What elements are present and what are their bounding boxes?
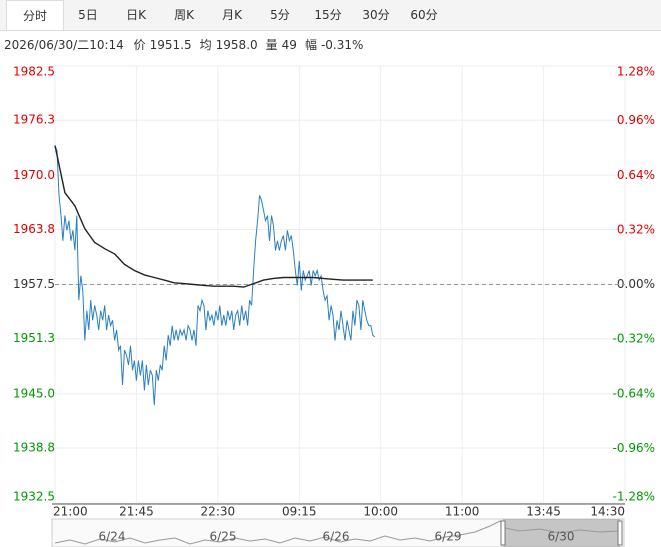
tab[interactable]: 日K	[126, 8, 146, 22]
x-tick-label: 21:45	[119, 505, 154, 519]
nav-selection[interactable]	[503, 519, 620, 547]
average-line	[54, 145, 373, 288]
y-tick-label: 1932.5	[13, 490, 55, 504]
nav-label: 6/29	[435, 530, 462, 544]
y2-tick-label: 0.32%	[617, 222, 655, 236]
y2-tick-label: -1.28%	[613, 490, 655, 504]
x-tick-label: 10:00	[363, 505, 398, 519]
x-tick-label: 13:45	[526, 505, 561, 519]
nav-handle-right[interactable]	[617, 520, 623, 546]
x-tick-label: 14:30	[590, 505, 625, 519]
y-tick-label: 1938.8	[13, 440, 55, 454]
y2-tick-label: 0.00%	[617, 277, 655, 291]
y-tick-label: 1976.3	[13, 113, 55, 127]
y2-tick-label: 1.28%	[617, 65, 655, 79]
tab[interactable]: 分时	[6, 0, 64, 30]
tab[interactable]: 周K	[174, 8, 194, 22]
nav-label: 6/30	[548, 530, 575, 544]
info-label: 均	[199, 38, 212, 52]
y2-tick-label: 0.64%	[617, 168, 655, 182]
tab[interactable]: 60分	[410, 8, 438, 22]
x-tick-label: 21:00	[53, 505, 88, 519]
y2-tick-label: -0.64%	[613, 386, 655, 400]
y-tick-label: 1951.3	[13, 331, 55, 345]
nav-label: 6/24	[99, 530, 126, 544]
nav-label: 6/25	[210, 530, 237, 544]
info-time: 2026/06/30/二10:14	[4, 38, 124, 52]
y-tick-label: 1970.0	[13, 168, 55, 182]
y-tick-label: 1957.5	[13, 277, 55, 291]
tab[interactable]: 5日	[78, 8, 98, 22]
price-line	[54, 145, 376, 406]
x-tick-label: 09:15	[282, 505, 317, 519]
y2-tick-label: 0.96%	[617, 113, 655, 127]
tab[interactable]: 月K	[222, 8, 242, 22]
tab[interactable]: 30分	[362, 8, 390, 22]
y2-tick-label: -0.96%	[613, 441, 655, 455]
x-tick-label: 11:00	[445, 505, 480, 519]
nav-handle-left[interactable]	[500, 520, 506, 546]
tab[interactable]: 5分	[270, 8, 290, 22]
y-tick-label: 1963.8	[13, 222, 55, 236]
tab[interactable]: 15分	[314, 8, 342, 22]
info-label: 量	[265, 38, 278, 52]
info-label: 价	[133, 38, 146, 52]
info-value: -0.31%	[320, 38, 364, 52]
y-tick-label: 1945.0	[13, 386, 55, 400]
info-value: 1958.0	[215, 38, 258, 52]
info-value: 1951.5	[149, 38, 192, 52]
tab-bar: 分时 5日 日K 周K 月K 5分 15分 30分 60分	[0, 0, 661, 31]
y2-tick-label: -0.32%	[613, 332, 655, 346]
y-tick-label: 1982.5	[13, 65, 55, 79]
x-tick-label: 22:30	[201, 505, 236, 519]
nav-label: 6/26	[323, 530, 350, 544]
info-value: 49	[281, 38, 297, 52]
info-label: 幅	[304, 38, 317, 52]
navigator: 6/24 6/25 6/26 6/29 6/30	[51, 518, 625, 547]
info-line: 2026/06/30/二10:14 价 1951.5 均 1958.0 量 49 幅 -0.3…	[4, 36, 371, 53]
